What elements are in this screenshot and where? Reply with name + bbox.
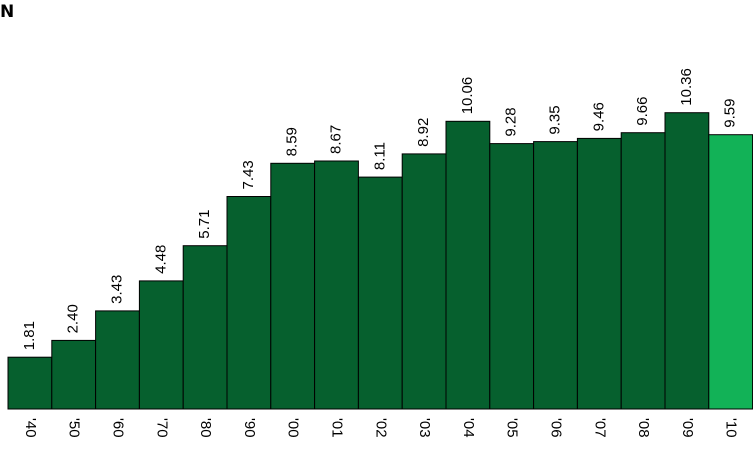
x-tick-label-7: '01: [329, 418, 346, 438]
x-tick-label-13: '07: [591, 418, 608, 438]
x-tick-label-11: '05: [504, 418, 521, 438]
value-label-5: 7.43: [240, 160, 257, 189]
value-label-12: 9.35: [546, 105, 563, 134]
x-tick-label-12: '06: [548, 418, 565, 438]
value-label-10: 10.06: [459, 77, 476, 115]
value-label-11: 9.28: [503, 107, 520, 136]
bar-2: [95, 310, 140, 410]
x-tick-label-5: '90: [241, 418, 258, 438]
bar-11: [489, 143, 535, 410]
bar-3: [138, 280, 184, 410]
value-label-4: 5.71: [196, 209, 213, 238]
value-label-1: 2.40: [65, 304, 82, 333]
value-label-15: 10.36: [678, 68, 695, 106]
bar-4: [182, 245, 228, 410]
bar-16: [708, 134, 753, 410]
x-tick-label-15: '09: [679, 418, 696, 438]
value-label-6: 8.59: [284, 127, 301, 156]
x-tick-label-4: '80: [197, 418, 214, 438]
x-tick-label-1: '50: [66, 418, 83, 438]
bar-7: [314, 160, 359, 410]
chart-title: N: [0, 2, 15, 22]
bar-6: [270, 162, 316, 410]
bar-1: [51, 339, 97, 410]
value-label-9: 8.92: [415, 118, 432, 147]
value-label-7: 8.67: [327, 125, 344, 154]
bar-8: [357, 176, 403, 410]
x-tick-label-3: '70: [153, 418, 170, 438]
bar-15: [664, 112, 710, 410]
x-tick-label-14: '08: [635, 418, 652, 438]
value-label-8: 8.11: [371, 142, 388, 170]
value-label-0: 1.81: [21, 321, 38, 350]
value-label-3: 4.48: [152, 245, 169, 274]
x-tick-label-9: '03: [416, 418, 433, 438]
bar-9: [401, 153, 447, 410]
bar-14: [620, 132, 666, 410]
x-tick-label-2: '60: [110, 418, 127, 438]
bar-12: [533, 141, 578, 410]
bar-13: [576, 137, 622, 410]
bar-10: [445, 120, 491, 410]
x-tick-label-10: '04: [460, 418, 477, 438]
bars-group: [7, 112, 753, 410]
x-tick-label-0: '40: [22, 418, 39, 438]
value-label-2: 3.43: [108, 275, 125, 304]
bar-0: [7, 356, 53, 410]
x-tick-labels-group: '40 '50 '60 '70 '80 '90 '00 '01 '02 '03 '04 '05 '06 '…: [22, 418, 740, 438]
value-labels-group: 1.81 2.40 3.43 4.48 5.71 7.43 8.59 8.67 8.11 8.92…: [21, 68, 739, 350]
value-label-16: 9.59: [722, 98, 739, 127]
x-tick-label-16: '10: [723, 418, 740, 438]
bar-5: [226, 196, 272, 410]
value-label-13: 9.46: [590, 102, 607, 131]
value-label-14: 9.66: [634, 96, 651, 125]
x-tick-label-8: '02: [372, 418, 389, 438]
x-tick-label-6: '00: [285, 418, 302, 438]
